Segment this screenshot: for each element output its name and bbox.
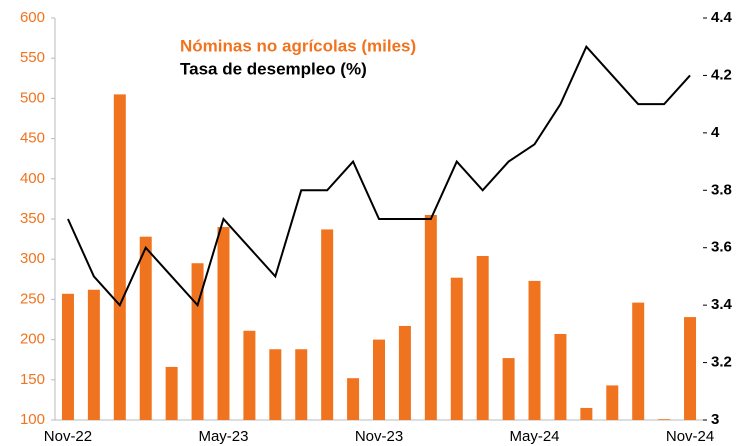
y-tick-label: 150 (20, 371, 45, 388)
y2-tick-label: 4.4 (711, 9, 733, 26)
bar (139, 236, 152, 420)
bar (165, 366, 178, 420)
y2-tick-label: 3.8 (711, 181, 732, 198)
y-tick-label: 100 (20, 411, 45, 428)
bar (373, 339, 385, 420)
y-tick-label: 600 (20, 9, 45, 26)
bar (684, 317, 697, 420)
bar (632, 302, 645, 420)
bar (450, 277, 463, 420)
bar (606, 385, 619, 420)
y-tick-label: 400 (20, 170, 45, 187)
bar (347, 378, 360, 420)
bar (476, 255, 489, 420)
bar (87, 289, 100, 420)
x-tick-label: May-23 (198, 428, 248, 445)
y2-tick-label: 3 (711, 411, 719, 428)
y-tick-label: 250 (20, 290, 45, 307)
bar (217, 227, 230, 420)
y-tick-label: 500 (20, 89, 45, 106)
bar (580, 407, 593, 420)
y-tick-label: 350 (20, 210, 45, 227)
x-tick-label: Nov-23 (355, 428, 403, 445)
y-tick-label: 200 (20, 331, 45, 348)
y2-tick-label: 3.6 (711, 239, 732, 256)
bar (424, 214, 437, 420)
bar (502, 358, 515, 420)
y2-tick-label: 3.4 (711, 296, 733, 313)
bar (528, 280, 541, 420)
y2-tick-label: 4 (711, 124, 720, 141)
bar (398, 325, 411, 420)
legend-entry: Nóminas no agrícolas (miles) (180, 36, 416, 55)
bar (554, 333, 567, 420)
y-tick-label: 450 (20, 130, 45, 147)
x-tick-label: May-24 (510, 428, 560, 445)
bar (113, 94, 126, 420)
bar (658, 419, 671, 420)
y-tick-label: 550 (20, 49, 45, 66)
y2-tick-label: 4.2 (711, 66, 732, 83)
bar (243, 330, 256, 420)
bar (61, 293, 74, 420)
bar (295, 349, 308, 420)
bar (269, 349, 282, 420)
bar (191, 263, 204, 420)
bar (321, 229, 334, 420)
y-tick-label: 300 (20, 250, 45, 267)
y2-tick-label: 3.2 (711, 354, 732, 371)
legend-entry: Tasa de desempleo (%) (180, 59, 367, 78)
x-tick-label: Nov-22 (44, 428, 92, 445)
line (67, 44, 691, 308)
x-tick-label: Nov-24 (666, 428, 714, 445)
